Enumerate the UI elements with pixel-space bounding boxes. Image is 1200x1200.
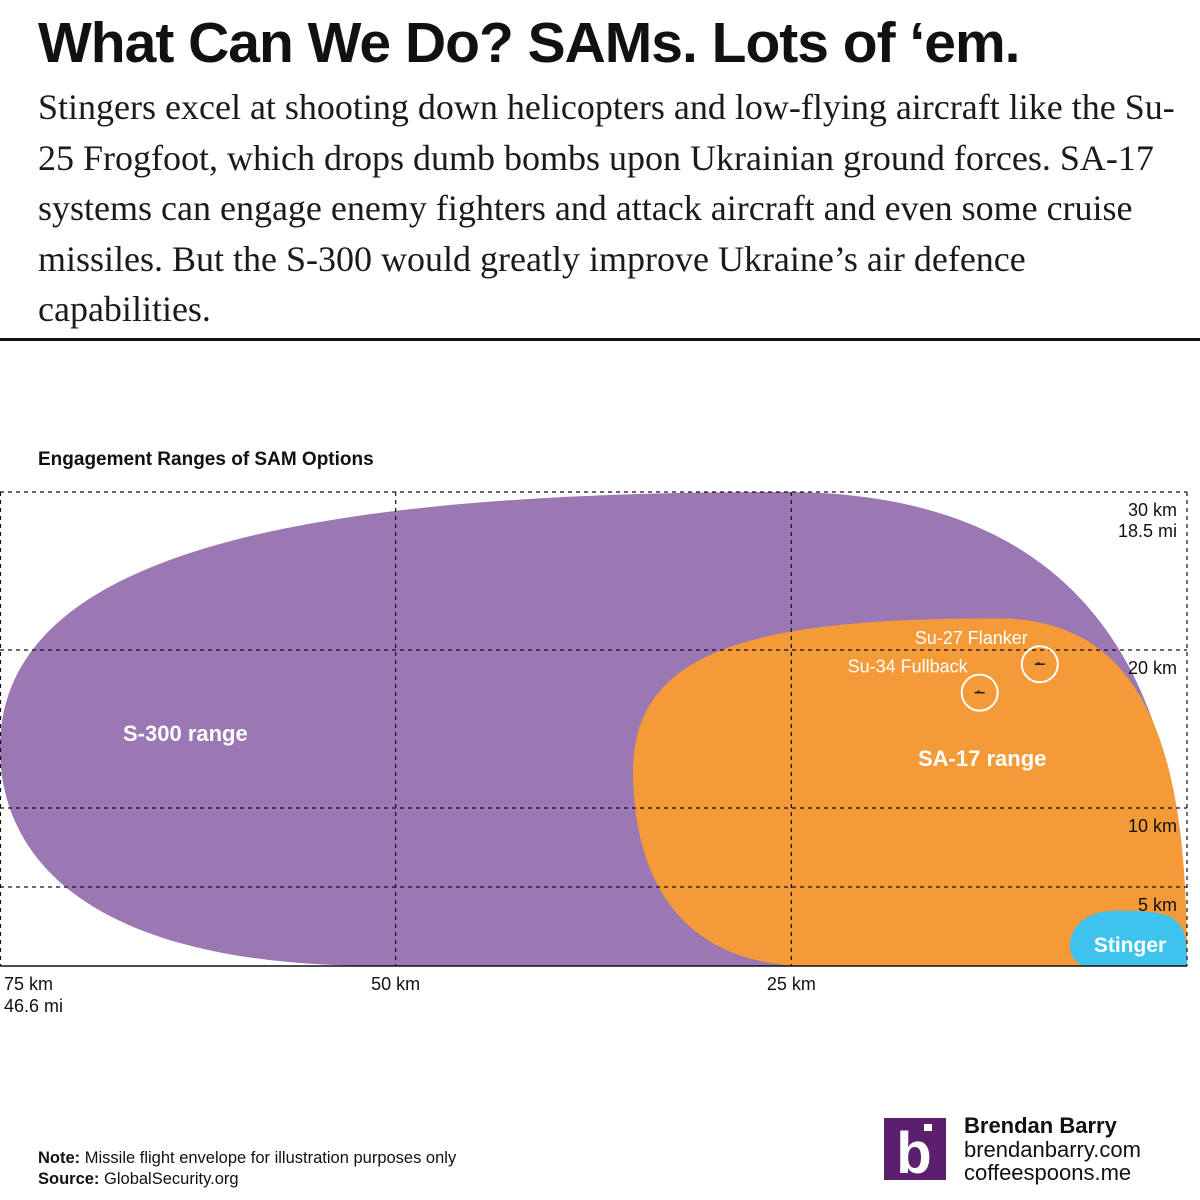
y-tick-label: 30 km [1128,500,1177,520]
y-tick-sublabel: 18.5 mi [1118,521,1177,541]
y-tick-label: 20 km [1128,658,1177,678]
aircraft-label: Su-34 Fullback [848,657,969,677]
aircraft-annotations: Su-27 Flanker Su-34 Fullback [848,628,1059,712]
s300-label: S-300 range [123,721,248,746]
aircraft-ring [1020,645,1059,684]
chart-title: Engagement Ranges of SAM Options [38,449,374,470]
jet-icon [1034,661,1045,666]
x-tick-label: 75 km [4,974,53,994]
page-title: What Can We Do? SAMs. Lots of ‘em. [38,11,1020,75]
y-tick-label: 10 km [1128,816,1177,836]
footnote: Note: Missile flight envelope for illust… [38,1148,456,1190]
x-tick-sublabel: 46.6 mi [4,996,63,1016]
x-tick-label: 50 km [371,974,420,994]
header-divider [0,338,1200,341]
source-label: Source: [38,1170,100,1188]
source-text: GlobalSecurity.org [104,1170,239,1188]
stinger-envelope [1069,910,1187,966]
sa17-label: SA-17 range [918,746,1046,771]
x-tick-label: 25 km [767,974,816,994]
y-tick-label: 5 km [1138,895,1177,915]
note-label: Note: [38,1149,81,1167]
jet-icon [974,690,985,694]
aircraft-label: Su-27 Flanker [915,628,1028,648]
brand-name[interactable]: Brendan Barry [964,1113,1117,1138]
aircraft-marker: Su-27 Flanker [915,628,1059,684]
page-subtitle: Stingers excel at shooting down helicopt… [38,87,1175,329]
brand-site-1[interactable]: brendanbarry.com [964,1136,1141,1162]
envelopes [0,492,1187,966]
gridlines [0,491,1188,966]
note-text: Missile flight envelope for illustration… [84,1149,457,1167]
brand-logo-letter: b [896,1121,931,1180]
stinger-label: Stinger [1094,934,1166,957]
brand-block: Brendan Barry brendanbarry.com coffeespo… [964,1114,1141,1185]
brand-site-2[interactable]: coffeespoons.me [964,1160,1132,1185]
series-labels: S-300 range SA-17 range Stinger [123,721,1166,957]
brand-logo: b [884,1118,946,1186]
aircraft-ring [960,673,999,712]
sa17-envelope [633,618,1187,966]
aircraft-marker: Su-34 Fullback [848,657,999,712]
brand-logo-icon: b [896,1121,932,1186]
